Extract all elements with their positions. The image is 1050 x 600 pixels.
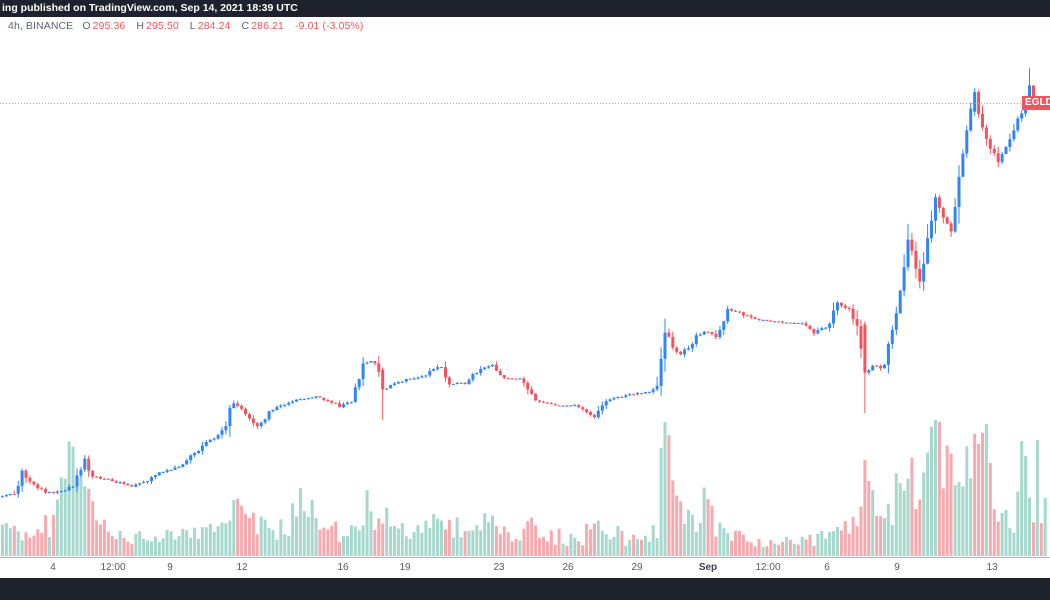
legend-interval-exchange: 4h, BINANCE: [8, 20, 74, 32]
legend-change: -9.01 (-3.05%): [294, 20, 364, 32]
time-axis[interactable]: 4 12:00 9 12 16 19 23 26 29 Sep 12:00 6 9 13: [0, 557, 1050, 578]
candlestick-chart[interactable]: [0, 0, 1050, 578]
time-axis-tick: 23: [493, 562, 505, 573]
attribution-bar: ing published on TradingView.com, Sep 14…: [0, 0, 1050, 17]
legend-close: C 286.21: [241, 20, 284, 32]
time-axis-tick: 6: [824, 562, 830, 573]
time-axis-tick: 13: [986, 562, 998, 573]
time-axis-tick: 12:00: [755, 562, 781, 573]
time-axis-tick: 9: [894, 562, 900, 573]
time-axis-tick: 26: [562, 562, 574, 573]
symbol-legend: 4h, BINANCE O 295.36 H 295.50 L 284.24 C 286…: [8, 20, 365, 34]
legend-low: L 284.24: [189, 20, 231, 32]
time-axis-tick: Sep: [698, 562, 718, 573]
price-label: EGLD: [1022, 96, 1050, 110]
legend-high: H 295.50: [136, 20, 179, 32]
time-axis-tick: 29: [631, 562, 643, 573]
time-axis-tick: 12: [236, 562, 248, 573]
time-axis-tick: 9: [167, 562, 173, 573]
bottom-toolbar: [0, 578, 1050, 600]
time-axis-tick: 12:00: [100, 562, 126, 573]
candles-layer: [1, 68, 1035, 498]
legend-open: O 295.36: [82, 20, 126, 32]
time-axis-tick: 4: [50, 562, 56, 573]
time-axis-tick: 19: [399, 562, 411, 573]
time-axis-tick: 16: [337, 562, 349, 573]
volume-layer: [1, 420, 1047, 556]
attribution-text: ing published on TradingView.com, Sep 14…: [2, 2, 298, 14]
